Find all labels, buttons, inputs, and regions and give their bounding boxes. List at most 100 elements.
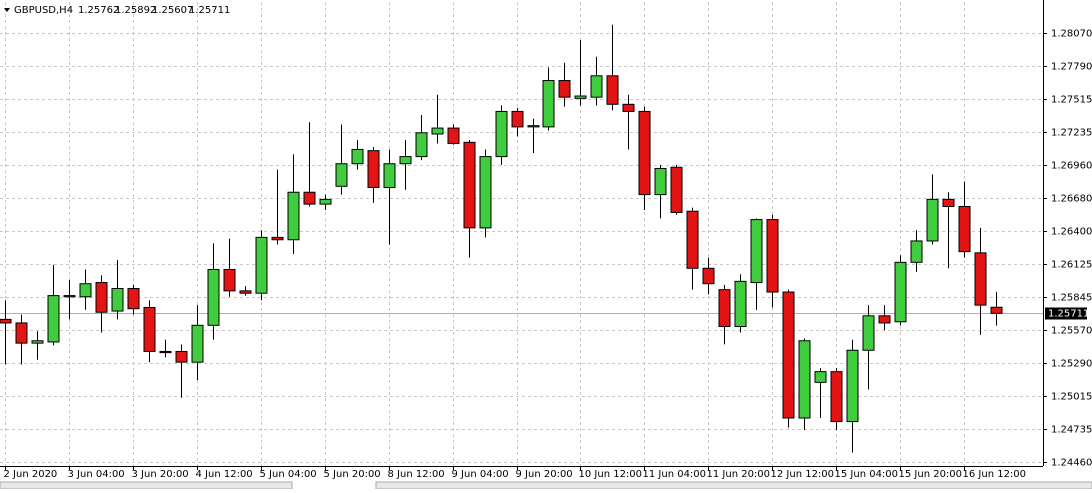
candle-body bbox=[224, 269, 235, 290]
y-tick-label: 1.24460 bbox=[1051, 458, 1092, 469]
candle-body bbox=[32, 341, 43, 343]
candle-body bbox=[815, 372, 826, 383]
candle-body bbox=[975, 253, 986, 305]
candle-body bbox=[112, 288, 123, 311]
candle-body bbox=[655, 168, 666, 194]
header: GBPUSD,H4 1.25762 1.25892 1.25607 1.2571… bbox=[14, 5, 230, 16]
candle-body bbox=[0, 319, 11, 323]
y-tick-label: 1.25570 bbox=[1051, 326, 1092, 337]
candle-body bbox=[496, 111, 507, 156]
candle-body bbox=[448, 128, 459, 143]
candle-body bbox=[160, 351, 171, 352]
x-tick-label: 5 Jun 04:00 bbox=[260, 469, 317, 480]
candle-body bbox=[320, 199, 331, 204]
y-tick-label: 1.26680 bbox=[1051, 194, 1092, 205]
candle-body bbox=[80, 284, 91, 297]
candle-body bbox=[735, 281, 746, 326]
header-open: 1.25762 bbox=[78, 5, 119, 16]
candle-body bbox=[879, 316, 890, 323]
candle-body bbox=[895, 262, 906, 321]
candle-body bbox=[528, 126, 539, 127]
candle-body bbox=[703, 268, 714, 283]
candle-body bbox=[464, 142, 475, 228]
header-low: 1.25607 bbox=[152, 5, 193, 16]
candle-body bbox=[384, 164, 395, 188]
y-tick-label: 1.25845 bbox=[1051, 293, 1092, 304]
candle-body bbox=[607, 76, 618, 105]
candle-body bbox=[144, 307, 155, 351]
candle-body bbox=[783, 292, 794, 418]
candle-body bbox=[240, 291, 251, 293]
x-tick-label: 8 Jun 12:00 bbox=[388, 469, 445, 480]
x-tick-label: 15 Jun 20:00 bbox=[899, 469, 963, 480]
x-tick-label: 12 Jun 12:00 bbox=[771, 469, 835, 480]
candle-body bbox=[400, 157, 411, 164]
y-tick-label: 1.27235 bbox=[1051, 128, 1092, 139]
candle-body bbox=[959, 206, 970, 251]
x-tick-label: 3 Jun 04:00 bbox=[68, 469, 125, 480]
x-tick-label: 4 Jun 12:00 bbox=[196, 469, 253, 480]
x-tick-label: 2 Jun 2020 bbox=[4, 469, 58, 480]
candle-body bbox=[368, 151, 379, 188]
x-tick-label: 9 Jun 04:00 bbox=[452, 469, 509, 480]
candle-body bbox=[623, 104, 634, 111]
candle-body bbox=[639, 111, 650, 194]
candle-body bbox=[272, 237, 283, 239]
candle-body bbox=[927, 199, 938, 241]
candle-body bbox=[64, 296, 75, 297]
candle-body bbox=[687, 211, 698, 268]
x-tick-label: 10 Jun 12:00 bbox=[579, 469, 643, 480]
header-close: 1.25711 bbox=[189, 5, 230, 16]
y-tick-label: 1.26400 bbox=[1051, 227, 1092, 238]
candle-body bbox=[128, 288, 139, 308]
candle-body bbox=[304, 192, 315, 204]
y-tick-label: 1.24735 bbox=[1051, 425, 1092, 436]
scrollbar[interactable] bbox=[0, 482, 292, 489]
candle-body bbox=[575, 96, 586, 98]
y-tick-label: 1.28070 bbox=[1051, 29, 1092, 40]
candle-body bbox=[480, 157, 491, 228]
candle-body bbox=[911, 241, 922, 262]
candle-body bbox=[336, 164, 347, 187]
y-tick-label: 1.27515 bbox=[1051, 95, 1092, 106]
candle-body bbox=[352, 149, 363, 163]
y-tick-label: 1.27790 bbox=[1051, 62, 1092, 73]
candle-body bbox=[767, 220, 778, 292]
x-tick-label: 16 Jun 12:00 bbox=[963, 469, 1027, 480]
x-tick-label: 3 Jun 20:00 bbox=[132, 469, 189, 480]
candle-body bbox=[559, 81, 570, 98]
candle-body bbox=[991, 307, 1002, 313]
candle-body bbox=[671, 167, 682, 212]
candle-body bbox=[831, 372, 842, 422]
x-tick-label: 5 Jun 20:00 bbox=[324, 469, 381, 480]
candle-body bbox=[176, 351, 187, 362]
candle-body bbox=[719, 290, 730, 327]
candle-body bbox=[256, 237, 267, 293]
y-tick-label: 1.26125 bbox=[1051, 260, 1092, 271]
candle-body bbox=[208, 269, 219, 325]
y-tick-label: 1.25290 bbox=[1051, 359, 1092, 370]
x-tick-label: 9 Jun 20:00 bbox=[516, 469, 573, 480]
x-tick-label: 15 Jun 04:00 bbox=[835, 469, 899, 480]
symbol: GBPUSD,H4 bbox=[14, 5, 73, 16]
candle-body bbox=[847, 350, 858, 421]
candle-body bbox=[943, 199, 954, 206]
candle-body bbox=[799, 341, 810, 418]
candle-body bbox=[432, 128, 443, 134]
candle-body bbox=[863, 316, 874, 350]
x-tick-label: 11 Jun 04:00 bbox=[643, 469, 707, 480]
candle-body bbox=[96, 283, 107, 313]
candle-body bbox=[16, 323, 27, 343]
candle-body bbox=[591, 76, 602, 97]
header-high: 1.25892 bbox=[115, 5, 156, 16]
candle-body bbox=[512, 111, 523, 126]
candle-body bbox=[288, 192, 299, 240]
x-tick-label: 11 Jun 20:00 bbox=[707, 469, 771, 480]
candle-body bbox=[751, 220, 762, 283]
candle-body bbox=[48, 296, 59, 342]
scrollbar-track[interactable] bbox=[376, 482, 1092, 489]
price-label: 1.25711 bbox=[1048, 309, 1089, 320]
candle-body bbox=[192, 325, 203, 362]
